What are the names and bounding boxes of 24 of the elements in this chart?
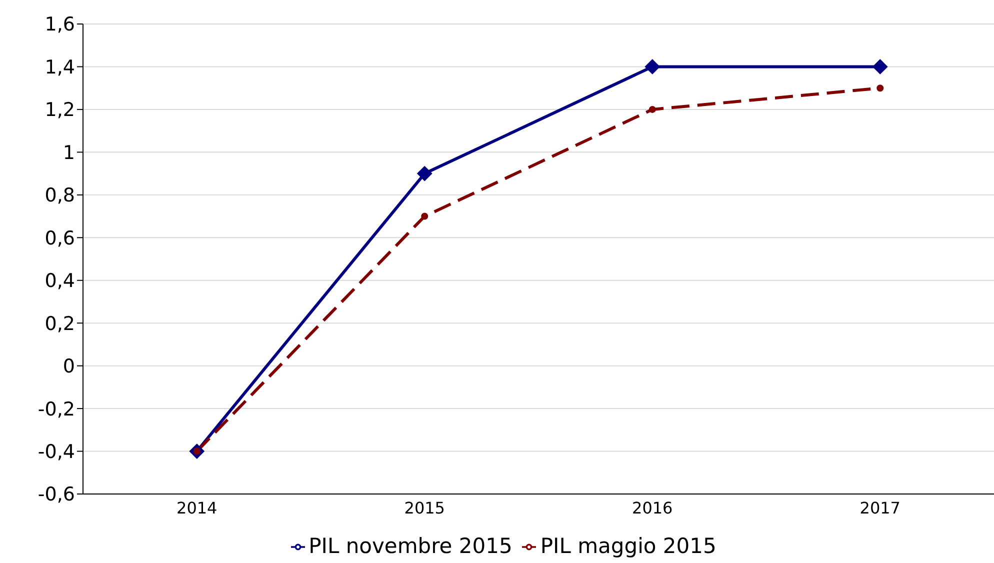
x-tick-label: 2016 — [632, 498, 673, 518]
x-tick-label: 2015 — [404, 498, 445, 518]
y-tick-label: 1,6 — [44, 14, 75, 36]
y-tick-label: 0,8 — [44, 184, 75, 207]
y-tick-label: 0 — [62, 356, 75, 378]
point — [417, 166, 432, 182]
x-tick-label: 2014 — [176, 498, 218, 518]
x-tick-label: 2017 — [860, 498, 900, 518]
point — [876, 84, 884, 92]
y-tick-label: -0,4 — [38, 441, 75, 464]
y-tick-label: 0,4 — [44, 270, 75, 292]
y-tick-label: 1,4 — [44, 56, 75, 78]
point — [648, 106, 656, 113]
y-tick-label: -0,6 — [38, 484, 75, 506]
legend-label: PIL novembre 2015 — [308, 534, 512, 558]
y-tick-label: 1,2 — [44, 99, 75, 122]
y-tick-label: 0,2 — [44, 312, 75, 335]
y-tick-label: -0,2 — [38, 398, 75, 420]
point — [421, 212, 428, 220]
point — [644, 59, 660, 74]
legend-label: PIL maggio 2015 — [540, 534, 716, 558]
point — [872, 59, 888, 74]
y-tick-label: 1 — [62, 142, 75, 164]
y-tick-label: 0,6 — [44, 227, 75, 250]
